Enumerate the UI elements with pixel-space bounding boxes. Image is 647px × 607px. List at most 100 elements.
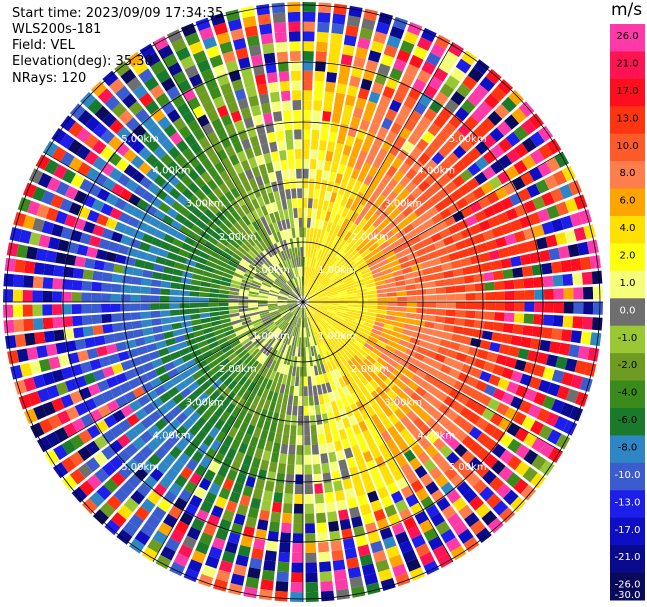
velocity-gate bbox=[316, 309, 326, 315]
velocity-gate bbox=[271, 338, 279, 349]
velocity-gate bbox=[437, 459, 452, 473]
velocity-gate bbox=[338, 239, 347, 250]
velocity-gate bbox=[167, 344, 179, 354]
velocity-gate bbox=[327, 255, 335, 266]
velocity-gate bbox=[134, 337, 146, 347]
velocity-gate bbox=[313, 395, 320, 406]
velocity-gate bbox=[71, 486, 88, 503]
velocity-gate bbox=[349, 345, 359, 355]
velocity-gate bbox=[247, 381, 256, 393]
velocity-gate bbox=[303, 366, 307, 377]
velocity-gate bbox=[387, 306, 398, 311]
velocity-gate bbox=[233, 272, 244, 279]
velocity-gate bbox=[257, 469, 268, 481]
velocity-gate bbox=[224, 329, 235, 337]
velocity-gate bbox=[375, 422, 387, 434]
velocity-gate bbox=[190, 319, 202, 326]
velocity-gate bbox=[213, 328, 225, 336]
velocity-gate bbox=[310, 268, 316, 278]
velocity-gate bbox=[373, 275, 385, 282]
velocity-gate bbox=[402, 549, 417, 563]
velocity-gate bbox=[453, 415, 467, 428]
velocity-gate bbox=[269, 370, 277, 381]
velocity-gate bbox=[415, 368, 427, 379]
velocity-gate bbox=[218, 237, 230, 247]
velocity-gate bbox=[521, 265, 533, 277]
velocity-gate bbox=[220, 82, 233, 96]
velocity-gate bbox=[440, 528, 456, 544]
velocity-gate bbox=[242, 15, 257, 28]
velocity-gate bbox=[214, 394, 226, 406]
velocity-gate bbox=[204, 240, 216, 250]
velocity-gate bbox=[455, 293, 466, 301]
velocity-gate bbox=[132, 329, 144, 338]
velocity-gate bbox=[248, 307, 259, 311]
velocity-gate bbox=[351, 585, 366, 598]
colorbar-segment bbox=[610, 216, 645, 244]
velocity-gate bbox=[297, 266, 301, 277]
velocity-gate bbox=[327, 307, 338, 311]
velocity-gate bbox=[454, 429, 468, 443]
velocity-gate bbox=[257, 519, 269, 531]
velocity-gate bbox=[461, 99, 476, 114]
velocity-gate bbox=[266, 72, 278, 84]
velocity-gate bbox=[438, 144, 452, 158]
velocity-gate bbox=[51, 397, 65, 413]
velocity-gate bbox=[150, 295, 160, 302]
velocity-gate bbox=[541, 191, 555, 207]
velocity-gate bbox=[260, 330, 270, 339]
velocity-gate bbox=[399, 218, 411, 229]
velocity-gate bbox=[355, 535, 368, 547]
velocity-gate bbox=[61, 304, 72, 315]
velocity-gate bbox=[488, 374, 501, 387]
velocity-gate bbox=[470, 389, 483, 402]
ring-label: 5.00km bbox=[121, 134, 159, 145]
velocity-gate bbox=[265, 203, 273, 215]
velocity-gate bbox=[129, 399, 142, 412]
velocity-gate bbox=[172, 328, 184, 337]
velocity-gate bbox=[240, 229, 250, 240]
velocity-gate bbox=[334, 578, 349, 591]
velocity-gate bbox=[345, 282, 356, 288]
velocity-gate bbox=[310, 336, 315, 347]
velocity-gate bbox=[508, 346, 520, 358]
velocity-gate bbox=[489, 476, 505, 492]
velocity-gate bbox=[329, 421, 338, 433]
velocity-gate bbox=[206, 45, 221, 59]
velocity-gate bbox=[248, 302, 258, 305]
velocity-gate bbox=[141, 190, 155, 203]
velocity-gate bbox=[475, 302, 486, 310]
velocity-gate bbox=[277, 61, 289, 72]
velocity-gate bbox=[319, 571, 333, 582]
velocity-gate bbox=[169, 446, 182, 459]
velocity-gate bbox=[60, 394, 74, 409]
velocity-gate bbox=[260, 33, 274, 45]
velocity-gate bbox=[373, 31, 388, 44]
velocity-gate bbox=[309, 227, 314, 238]
velocity-gate bbox=[305, 287, 310, 297]
velocity-gate bbox=[314, 404, 321, 416]
velocity-gate bbox=[367, 259, 378, 268]
velocity-gate bbox=[510, 370, 524, 383]
velocity-gate bbox=[185, 258, 197, 267]
ring-label: 4.00km bbox=[417, 430, 455, 441]
velocity-gate bbox=[338, 303, 349, 307]
velocity-gate bbox=[169, 303, 180, 309]
velocity-gate bbox=[359, 206, 369, 218]
velocity-gate bbox=[286, 269, 293, 280]
velocity-gate bbox=[213, 64, 227, 77]
velocity-gate bbox=[227, 379, 238, 391]
velocity-gate bbox=[373, 232, 384, 242]
velocity-gate bbox=[181, 320, 192, 328]
velocity-gate bbox=[313, 100, 323, 111]
velocity-gate bbox=[299, 307, 302, 318]
velocity-gate bbox=[175, 46, 191, 61]
velocity-gate bbox=[280, 332, 287, 343]
velocity-gate bbox=[349, 576, 364, 589]
velocity-gate bbox=[254, 73, 267, 86]
velocity-gate bbox=[388, 413, 400, 425]
velocity-gate bbox=[157, 498, 172, 513]
velocity-gate bbox=[301, 327, 303, 338]
velocity-gate bbox=[434, 353, 446, 363]
velocity-gate bbox=[545, 412, 560, 427]
